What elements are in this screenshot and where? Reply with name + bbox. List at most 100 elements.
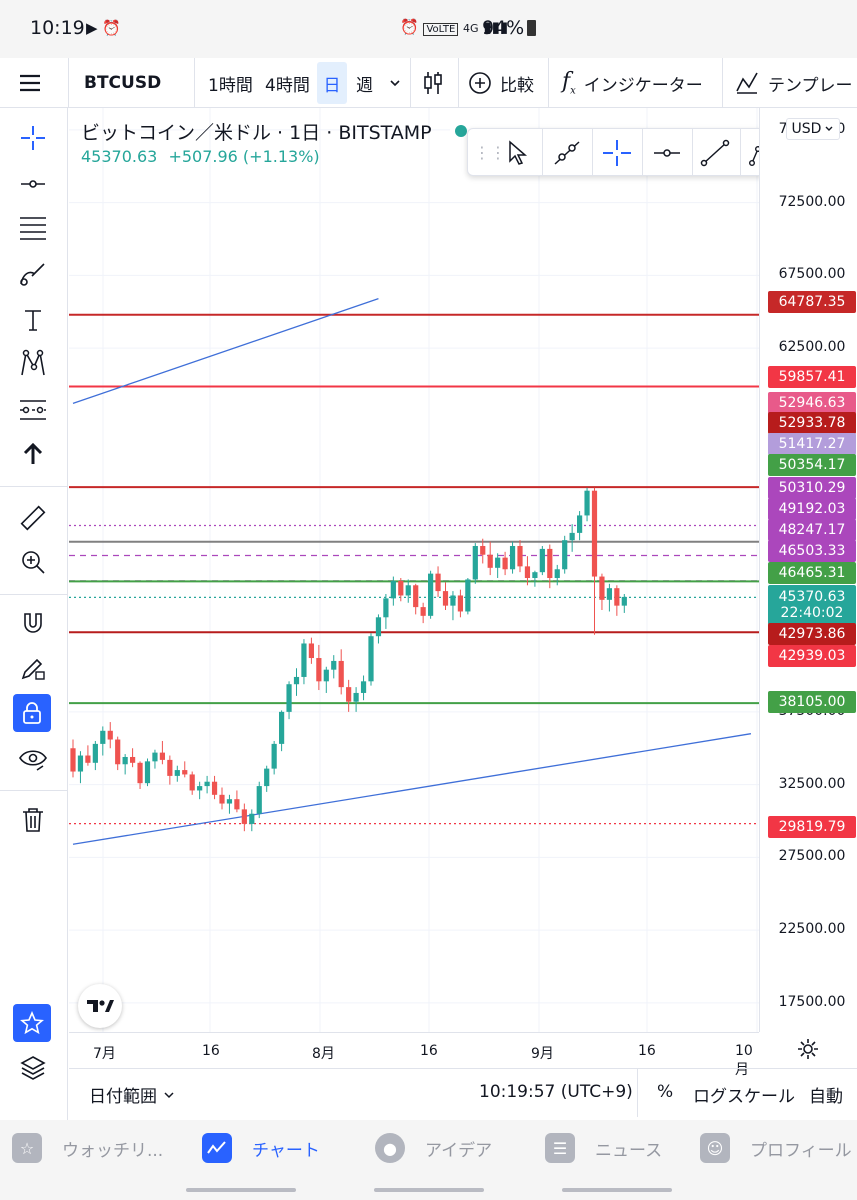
horizontal-line-icon bbox=[654, 149, 680, 157]
price-label[interactable]: 42973.86 bbox=[768, 623, 856, 645]
price-label[interactable]: 29819.79 bbox=[768, 816, 856, 838]
gesture-handle bbox=[374, 1188, 484, 1192]
candle-body bbox=[226, 799, 233, 804]
trendline-button[interactable] bbox=[700, 139, 730, 171]
magnet-tool[interactable] bbox=[10, 604, 56, 644]
arrow-up-icon bbox=[23, 442, 43, 464]
candle-body bbox=[130, 756, 136, 763]
lock-drawing-tool[interactable] bbox=[10, 648, 56, 688]
lock-icon bbox=[23, 702, 41, 724]
templates-button[interactable]: テンプレー bbox=[734, 58, 853, 108]
drag-handle-icon[interactable]: ⋮⋮ bbox=[474, 143, 506, 162]
price-label[interactable]: 64787.35 bbox=[768, 291, 856, 313]
hide-drawings-tool[interactable] bbox=[10, 740, 56, 780]
interval-dropdown[interactable] bbox=[388, 58, 402, 108]
auto-scale-toggle[interactable]: 自動 bbox=[809, 1087, 843, 1107]
candle-body bbox=[182, 770, 188, 775]
price-tick: 17500.00 bbox=[778, 993, 846, 1010]
compare-button[interactable]: 比較 bbox=[468, 58, 534, 108]
trash-icon bbox=[23, 808, 43, 832]
interval-4h[interactable]: 4時間 bbox=[265, 75, 310, 96]
nav-profile[interactable]: ☺ プロフィール bbox=[700, 1128, 852, 1168]
price-label[interactable]: 51417.27 bbox=[768, 433, 856, 455]
candle-body bbox=[360, 681, 367, 693]
candle-body bbox=[159, 752, 165, 760]
candle-body bbox=[234, 799, 240, 810]
horizontal-line-button[interactable] bbox=[652, 139, 682, 171]
chart-canvas[interactable] bbox=[69, 108, 759, 1032]
fib-tool[interactable] bbox=[10, 208, 56, 248]
lock-all-button[interactable] bbox=[13, 694, 51, 732]
menu-button[interactable] bbox=[18, 58, 48, 108]
nav-ideas[interactable]: ● アイデア bbox=[375, 1128, 492, 1168]
time-tick: 16 bbox=[202, 1043, 220, 1059]
object-tree-button[interactable] bbox=[10, 1048, 56, 1088]
candle-body bbox=[144, 761, 151, 784]
brush-tool[interactable] bbox=[10, 254, 56, 294]
candle-body bbox=[77, 755, 84, 772]
price-label[interactable]: 49192.03 bbox=[768, 498, 856, 520]
price-label[interactable]: 45370.63 22:40:02 bbox=[768, 585, 856, 625]
market-open-dot bbox=[455, 125, 467, 137]
price-label[interactable]: 52946.63 bbox=[768, 392, 856, 414]
tradingview-logo[interactable] bbox=[78, 984, 122, 1028]
price-label[interactable]: 50354.17 bbox=[768, 454, 856, 476]
pattern-button[interactable] bbox=[748, 137, 759, 173]
price-label[interactable]: 42939.03 bbox=[768, 645, 856, 667]
chart-pane[interactable]: ビットコイン／米ドル · 1日 · BITSTAMP 45370.63 +507… bbox=[69, 108, 759, 1032]
candle-body bbox=[532, 572, 538, 579]
alarm-icon: ⏰ VoLTE 4G ▮▮▮ bbox=[400, 18, 509, 36]
crosshair-tool[interactable] bbox=[10, 118, 56, 158]
candle-body bbox=[524, 566, 531, 579]
time-tick: 16 bbox=[638, 1043, 656, 1059]
text-tool[interactable] bbox=[10, 300, 56, 340]
interval-1w[interactable]: 週 bbox=[356, 75, 373, 96]
trendline-dots-button[interactable] bbox=[552, 139, 582, 171]
crosshair-button[interactable] bbox=[602, 139, 632, 171]
prediction-icon bbox=[20, 400, 46, 420]
price-label[interactable]: 46465.31 bbox=[768, 562, 856, 584]
favorites-button[interactable] bbox=[13, 1004, 51, 1042]
candle-body bbox=[189, 774, 195, 791]
battery-level: 94% bbox=[482, 17, 537, 39]
symbol-button[interactable]: BTCUSD bbox=[84, 73, 162, 93]
horizontal-line-tool[interactable] bbox=[10, 164, 56, 204]
nav-chart[interactable]: チャート bbox=[202, 1128, 320, 1168]
ruler-tool[interactable] bbox=[10, 498, 56, 538]
price-scale[interactable]: 77500.0072500.0067500.0062500.0037500.00… bbox=[759, 108, 857, 1032]
chart-type-button[interactable] bbox=[422, 58, 444, 108]
price-label[interactable]: 50310.29 bbox=[768, 477, 856, 499]
pattern-tool[interactable] bbox=[10, 344, 56, 384]
price-label[interactable]: 46503.33 bbox=[768, 540, 856, 562]
candle-body bbox=[107, 730, 113, 740]
candle-body bbox=[92, 743, 98, 763]
time-axis[interactable]: 7月 16 8月 16 9月 16 10月 bbox=[69, 1032, 759, 1078]
price-label[interactable]: 52933.78 bbox=[768, 412, 856, 434]
nav-news[interactable]: ☰ ニュース bbox=[545, 1128, 662, 1168]
interval-1h[interactable]: 1時間 bbox=[208, 75, 253, 96]
cursor-tool-button[interactable] bbox=[504, 139, 530, 171]
forecast-tool[interactable] bbox=[10, 390, 56, 430]
market-status-indicator[interactable] bbox=[450, 120, 472, 142]
chart-settings-button[interactable] bbox=[797, 1038, 819, 1064]
chart-legend-values: 45370.63 +507.96 (+1.13%) bbox=[81, 147, 320, 166]
candle-body bbox=[472, 545, 478, 580]
log-scale-toggle[interactable]: ログスケール bbox=[693, 1087, 795, 1107]
price-label[interactable]: 38105.00 bbox=[768, 691, 856, 713]
arrow-tool[interactable] bbox=[10, 434, 56, 474]
date-range-button[interactable]: 日付範囲 bbox=[89, 1082, 175, 1107]
percent-toggle[interactable]: % bbox=[657, 1082, 674, 1102]
delete-drawings-tool[interactable] bbox=[10, 800, 56, 840]
nav-watchlist[interactable]: ☆ ウォッチリ... bbox=[12, 1128, 163, 1168]
candle-body bbox=[517, 545, 523, 567]
candle-body bbox=[405, 585, 411, 596]
currency-selector[interactable]: USD bbox=[786, 118, 840, 140]
timezone-clock[interactable]: 10:19:57 (UTC+9) bbox=[479, 1082, 633, 1102]
nav-profile-label: プロフィール bbox=[750, 1140, 852, 1161]
zoom-tool[interactable] bbox=[10, 542, 56, 582]
price-label[interactable]: 59857.41 bbox=[768, 366, 856, 388]
time-tick: 9月 bbox=[531, 1046, 554, 1062]
indicators-button[interactable]: fx インジケーター bbox=[562, 58, 703, 108]
interval-1d[interactable]: 日 bbox=[317, 62, 347, 104]
price-label[interactable]: 48247.17 bbox=[768, 519, 856, 541]
